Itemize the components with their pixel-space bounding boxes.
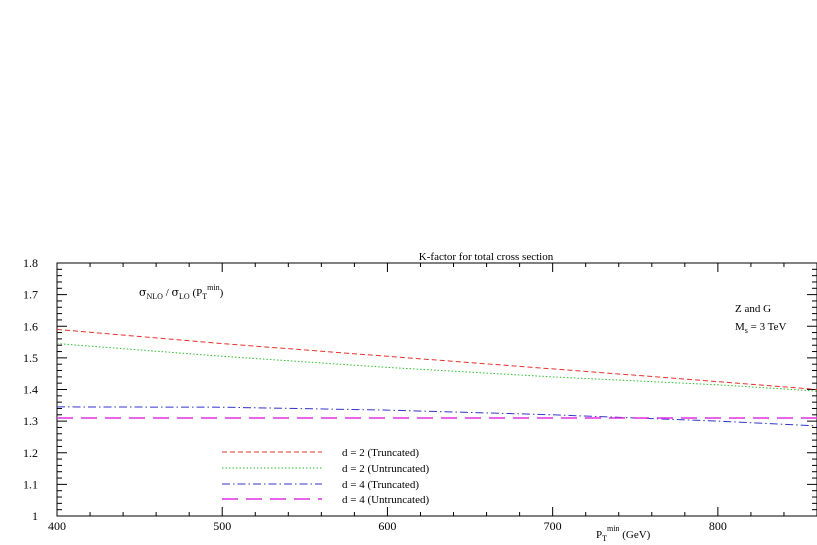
y-tick-label: 1.8 xyxy=(23,256,38,270)
y-axis-label-paren-open: (P xyxy=(190,287,203,299)
x-tick-label: 500 xyxy=(213,519,231,533)
legend-label-3: d = 4 (Truncated) xyxy=(342,479,419,491)
legend-label-2: d = 2 (Untruncated) xyxy=(342,463,429,475)
series-line-2 xyxy=(56,343,817,392)
series-line-3 xyxy=(56,406,817,427)
y-axis-label-slash: / xyxy=(163,287,172,299)
y-axis-label-paren-close: ) xyxy=(220,287,224,299)
chart-title: K-factor for total cross section xyxy=(419,251,554,263)
y-tick-label: 1.7 xyxy=(23,288,38,302)
annotation-model: Z and G xyxy=(735,303,771,315)
x-tick-label: 400 xyxy=(48,519,66,533)
y-tick-label: 1.6 xyxy=(23,319,38,333)
y-axis-label-nlo: NLO xyxy=(147,292,164,301)
x-axis-label-sup-min: min xyxy=(607,524,619,533)
legend-label-1: d = 2 (Truncated) xyxy=(342,447,419,459)
x-tick-label: 600 xyxy=(378,519,396,533)
legend: d = 2 (Truncated) d = 2 (Untruncated) d = … xyxy=(222,447,429,506)
y-axis-label: σNLO / σLO (PTmin) xyxy=(139,283,224,301)
y-axis-label-sigma: σ xyxy=(139,286,147,299)
series-layer xyxy=(56,328,817,427)
x-axis-label-sub-t: T xyxy=(602,534,607,543)
annotation-mass-rest: = 3 TeV xyxy=(748,321,787,333)
legend-label-4: d = 4 (Untruncated) xyxy=(342,494,429,506)
y-axis-ticks: 1 1.1 1.2 1.3 1.4 1.5 1.6 1.7 1.8 xyxy=(23,256,817,523)
x-tick-label: 800 xyxy=(709,519,727,533)
annotation-mass-m: M xyxy=(735,321,745,333)
annotation-mass: Ms = 3 TeV xyxy=(735,321,786,335)
y-tick-label: 1.4 xyxy=(23,383,38,397)
x-axis-label-unit: (GeV) xyxy=(619,529,650,541)
annotation-mass-sub: s xyxy=(745,326,748,335)
y-tick-label: 1.5 xyxy=(23,351,38,365)
y-tick-label: 1.2 xyxy=(23,446,38,460)
y-tick-label: 1.3 xyxy=(23,414,38,428)
y-axis-label-sub-t: T xyxy=(202,292,207,301)
x-tick-label: 700 xyxy=(544,519,562,533)
x-axis-label: PTmin (GeV) xyxy=(596,524,651,543)
y-tick-label: 1.1 xyxy=(23,477,38,491)
y-axis-label-sigma-2: σ xyxy=(172,286,180,299)
y-axis-label-lo: LO xyxy=(179,292,190,301)
x-axis-label-p: P xyxy=(596,529,602,541)
plot-frame xyxy=(56,262,817,517)
y-axis-label-sup-min: min xyxy=(207,283,219,292)
series-line-1 xyxy=(56,328,817,390)
x-axis-ticks: 400 500 600 700 800 xyxy=(48,263,817,533)
y-tick-label: 1 xyxy=(32,509,38,523)
